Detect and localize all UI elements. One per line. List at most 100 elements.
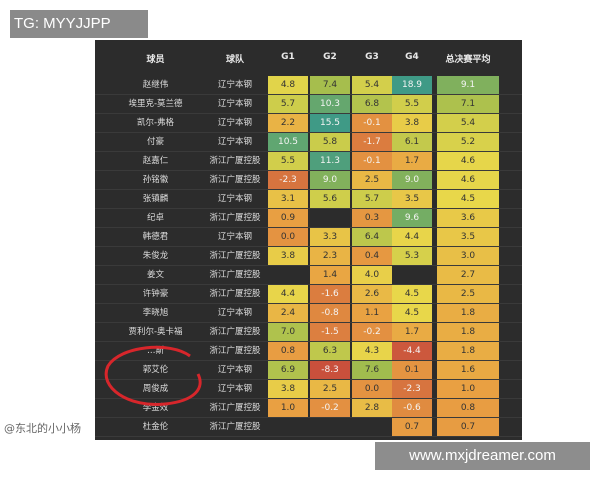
g4-cell: 18.9: [392, 76, 432, 94]
team-name: 辽宁本钢: [217, 365, 252, 375]
g4-cell: -2.3: [392, 380, 432, 398]
header-avg: 总决赛平均: [445, 55, 491, 65]
header-g3: G3: [365, 52, 379, 62]
g2-cell: -0.2: [310, 399, 350, 417]
g2-cell: 9.0: [310, 171, 350, 189]
player-name: 周俊成: [142, 384, 169, 394]
table-row: …斯 浙江广厦控股 0.8 6.3 4.3 -4.4 1.8: [95, 342, 522, 361]
g2-cell: 11.3: [310, 152, 350, 170]
g1-cell: 2.4: [268, 304, 308, 322]
watermark: @东北的小小杨: [4, 422, 81, 435]
team-name: 浙江广厦控股: [209, 175, 261, 185]
stats-table: 球员 球队 G1 G2 G3 G4 总决赛平均 赵继伟 辽宁本钢 4.8 7.4 5.4…: [95, 40, 522, 440]
g4-cell: 9.0: [392, 171, 432, 189]
table-row: 韩德君 辽宁本钢 0.0 3.3 6.4 4.4 3.5: [95, 228, 522, 247]
g3-cell: -0.1: [352, 114, 392, 132]
g4-cell: 0.7: [392, 418, 432, 436]
team-name: 辽宁本钢: [217, 99, 252, 109]
avg-cell: 0.8: [437, 399, 499, 417]
g4-cell: [392, 266, 432, 284]
g4-cell: 5.3: [392, 247, 432, 265]
g1-cell: 7.0: [268, 323, 308, 341]
g1-cell: 0.8: [268, 342, 308, 360]
g3-cell: -0.1: [352, 152, 392, 170]
avg-cell: 0.7: [437, 418, 499, 436]
g2-cell: 10.3: [310, 95, 350, 113]
g3-cell: 0.3: [352, 209, 392, 227]
g3-cell: 5.4: [352, 76, 392, 94]
g2-cell: -1.6: [310, 285, 350, 303]
g1-cell: 0.9: [268, 209, 308, 227]
g3-cell: [352, 418, 392, 436]
g4-cell: -4.4: [392, 342, 432, 360]
player-name: 朱俊龙: [142, 251, 169, 261]
header-g1: G1: [281, 52, 295, 62]
g2-cell: 15.5: [310, 114, 350, 132]
g1-cell: 1.0: [268, 399, 308, 417]
g4-cell: 1.7: [392, 323, 432, 341]
g3-cell: 2.5: [352, 171, 392, 189]
g2-cell: -0.8: [310, 304, 350, 322]
avg-cell: 2.7: [437, 266, 499, 284]
team-name: 辽宁本钢: [217, 194, 252, 204]
player-name: 李金效: [142, 403, 169, 413]
g2-cell: 3.3: [310, 228, 350, 246]
player-name: 许钟豪: [142, 289, 169, 299]
g3-cell: 1.1: [352, 304, 392, 322]
table-row: 李晓旭 辽宁本钢 2.4 -0.8 1.1 4.5 1.8: [95, 304, 522, 323]
header-player: 球员: [146, 55, 165, 65]
avg-cell: 3.5: [437, 228, 499, 246]
g2-cell: [310, 209, 350, 227]
team-name: 辽宁本钢: [217, 232, 252, 242]
g3-cell: -0.2: [352, 323, 392, 341]
avg-cell: 4.6: [437, 171, 499, 189]
player-name: 付豪: [146, 137, 164, 147]
avg-cell: 1.8: [437, 342, 499, 360]
avg-cell: 1.6: [437, 361, 499, 379]
g3-cell: 6.8: [352, 95, 392, 113]
team-name: 辽宁本钢: [217, 308, 252, 318]
g2-cell: -1.5: [310, 323, 350, 341]
g1-cell: 4.4: [268, 285, 308, 303]
g3-cell: 6.4: [352, 228, 392, 246]
g2-cell: 1.4: [310, 266, 350, 284]
g2-cell: 6.3: [310, 342, 350, 360]
g4-cell: 4.5: [392, 304, 432, 322]
g3-cell: 5.7: [352, 190, 392, 208]
table-row: 凯尔-弗格 辽宁本钢 2.2 15.5 -0.1 3.8 5.4: [95, 114, 522, 133]
g4-cell: 3.5: [392, 190, 432, 208]
table-row: 埃里克-莫兰德 辽宁本钢 5.7 10.3 6.8 5.5 7.1: [95, 95, 522, 114]
g1-cell: [268, 418, 308, 436]
player-name: 赵嘉仁: [142, 156, 169, 166]
g4-cell: 3.8: [392, 114, 432, 132]
table-row: 郭艾伦 辽宁本钢 6.9 -8.3 7.6 0.1 1.6: [95, 361, 522, 380]
g4-cell: 9.6: [392, 209, 432, 227]
g3-cell: 4.0: [352, 266, 392, 284]
avg-cell: 1.0: [437, 380, 499, 398]
g2-cell: 5.6: [310, 190, 350, 208]
player-name: 姜文: [146, 270, 164, 280]
site-label: www.mxjdreamer.com: [375, 442, 590, 470]
avg-cell: 1.8: [437, 304, 499, 322]
g1-cell: 3.8: [268, 380, 308, 398]
team-name: 浙江广厦控股: [209, 346, 261, 356]
table-row: 赵嘉仁 浙江广厦控股 5.5 11.3 -0.1 1.7 4.6: [95, 152, 522, 171]
table-row: 纪卓 浙江广厦控股 0.9 0.3 9.6 3.6: [95, 209, 522, 228]
g3-cell: 4.3: [352, 342, 392, 360]
table-row: 付豪 辽宁本钢 10.5 5.8 -1.7 6.1 5.2: [95, 133, 522, 152]
avg-cell: 4.5: [437, 190, 499, 208]
g1-cell: 5.7: [268, 95, 308, 113]
g3-cell: 7.6: [352, 361, 392, 379]
g1-cell: 2.2: [268, 114, 308, 132]
player-name: 贾利尔-奥卡福: [128, 327, 183, 337]
team-name: 辽宁本钢: [217, 80, 252, 90]
g2-cell: -8.3: [310, 361, 350, 379]
avg-cell: 2.5: [437, 285, 499, 303]
player-name: 李晓旭: [142, 308, 169, 318]
g4-cell: 0.1: [392, 361, 432, 379]
table-row: 杜金伦 浙江广厦控股 0.7 0.7: [95, 418, 522, 437]
table-row: 许钟豪 浙江广厦控股 4.4 -1.6 2.6 4.5 2.5: [95, 285, 522, 304]
player-name: 孙铭徽: [142, 175, 169, 185]
table-row: 李金效 浙江广厦控股 1.0 -0.2 2.8 -0.6 0.8: [95, 399, 522, 418]
table-row: 周俊成 辽宁本钢 3.8 2.5 0.0 -2.3 1.0: [95, 380, 522, 399]
